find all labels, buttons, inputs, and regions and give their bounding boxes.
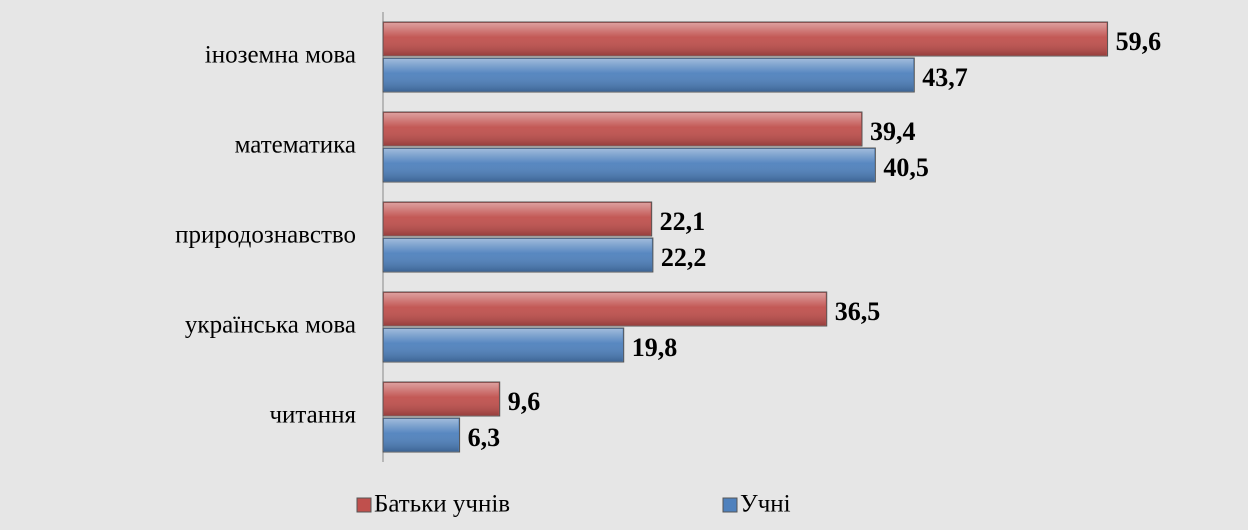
bar-shine	[384, 239, 652, 271]
category-label: українська мова	[185, 312, 356, 339]
category-label: читання	[269, 402, 356, 429]
legend-swatch	[356, 497, 372, 513]
bar-shine	[384, 23, 1107, 55]
category-label: природознавство	[175, 222, 356, 249]
value-label: 39,4	[870, 117, 916, 146]
value-label: 40,5	[883, 153, 929, 182]
legend-label: Батьки учнів	[374, 491, 510, 518]
bar-shine	[384, 419, 459, 451]
bar-shine	[384, 203, 651, 235]
bar-shine	[384, 149, 875, 181]
bar-shine	[384, 113, 861, 145]
category-label: іноземна мова	[205, 42, 356, 69]
bar-shine	[384, 329, 623, 361]
legend-swatch	[722, 497, 738, 513]
bar-shine	[384, 293, 826, 325]
value-label: 43,7	[922, 63, 968, 92]
value-label: 36,5	[835, 297, 881, 326]
legend-label: Учні	[740, 491, 791, 518]
bar-shine	[384, 383, 499, 415]
value-label: 22,1	[660, 207, 706, 236]
value-label: 19,8	[632, 333, 678, 362]
value-label: 59,6	[1116, 27, 1162, 56]
value-label: 9,6	[508, 387, 541, 416]
value-label: 6,3	[468, 423, 501, 452]
value-label: 22,2	[661, 243, 707, 272]
category-label: математика	[235, 132, 356, 159]
bar-shine	[384, 59, 914, 91]
